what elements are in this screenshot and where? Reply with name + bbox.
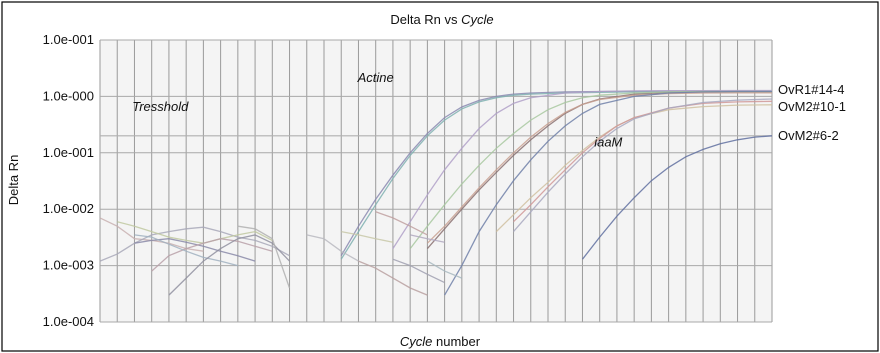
series-line [581,135,773,260]
series-line [409,90,772,249]
series-line [237,225,291,289]
vertical-gridlines [99,40,773,322]
series-label: OvR1#14-4 [778,82,844,97]
series-line [306,234,359,262]
annotation-label: Actine [357,70,394,85]
series-labels: OvR1#14-4 OvM2#10-1 OvM2#6-2 [778,82,846,143]
series-line [117,221,273,244]
series-line [375,211,428,236]
series-line [495,104,773,233]
series-line [168,234,290,296]
y-axis-tick-labels: 1.0e-001 1.0e-000 1.0e-001 1.0e-002 1.0e-003… [43,32,94,329]
plot-area [100,40,772,322]
series-line [341,230,394,243]
y-tick-label: 1.0e-001 [43,32,94,47]
series-line [427,260,463,279]
series-line [99,226,290,262]
series-line [513,100,773,223]
y-tick-label: 1.0e-000 [43,88,94,103]
y-tick-label: 1.0e-004 [43,314,94,329]
y-tick-label: 1.0e-001 [43,145,94,160]
series-label: OvM2#10-1 [778,99,846,114]
amplification-curves [99,89,773,296]
y-tick-label: 1.0e-002 [43,201,94,216]
series-label: OvM2#6-2 [778,128,839,143]
series-line [444,90,772,296]
annotations: Tresshold Actine iaaM [132,70,622,149]
series-line [134,238,256,262]
series-line [392,89,772,249]
series-line [134,234,238,267]
series-line [151,238,273,272]
series-line [426,92,772,244]
x-axis-label: Cycle number [400,334,481,349]
y-tick-label: 1.0e-003 [43,258,94,273]
series-line [392,258,445,284]
series-line [410,234,445,243]
chart-title: Delta Rn vs Cycle [390,12,493,27]
series-line [513,98,773,233]
y-axis-label: Delta Rn [6,155,21,206]
annotation-label: iaaM [594,134,622,149]
annotation-label: Tresshold [132,99,189,114]
series-line [358,260,428,296]
